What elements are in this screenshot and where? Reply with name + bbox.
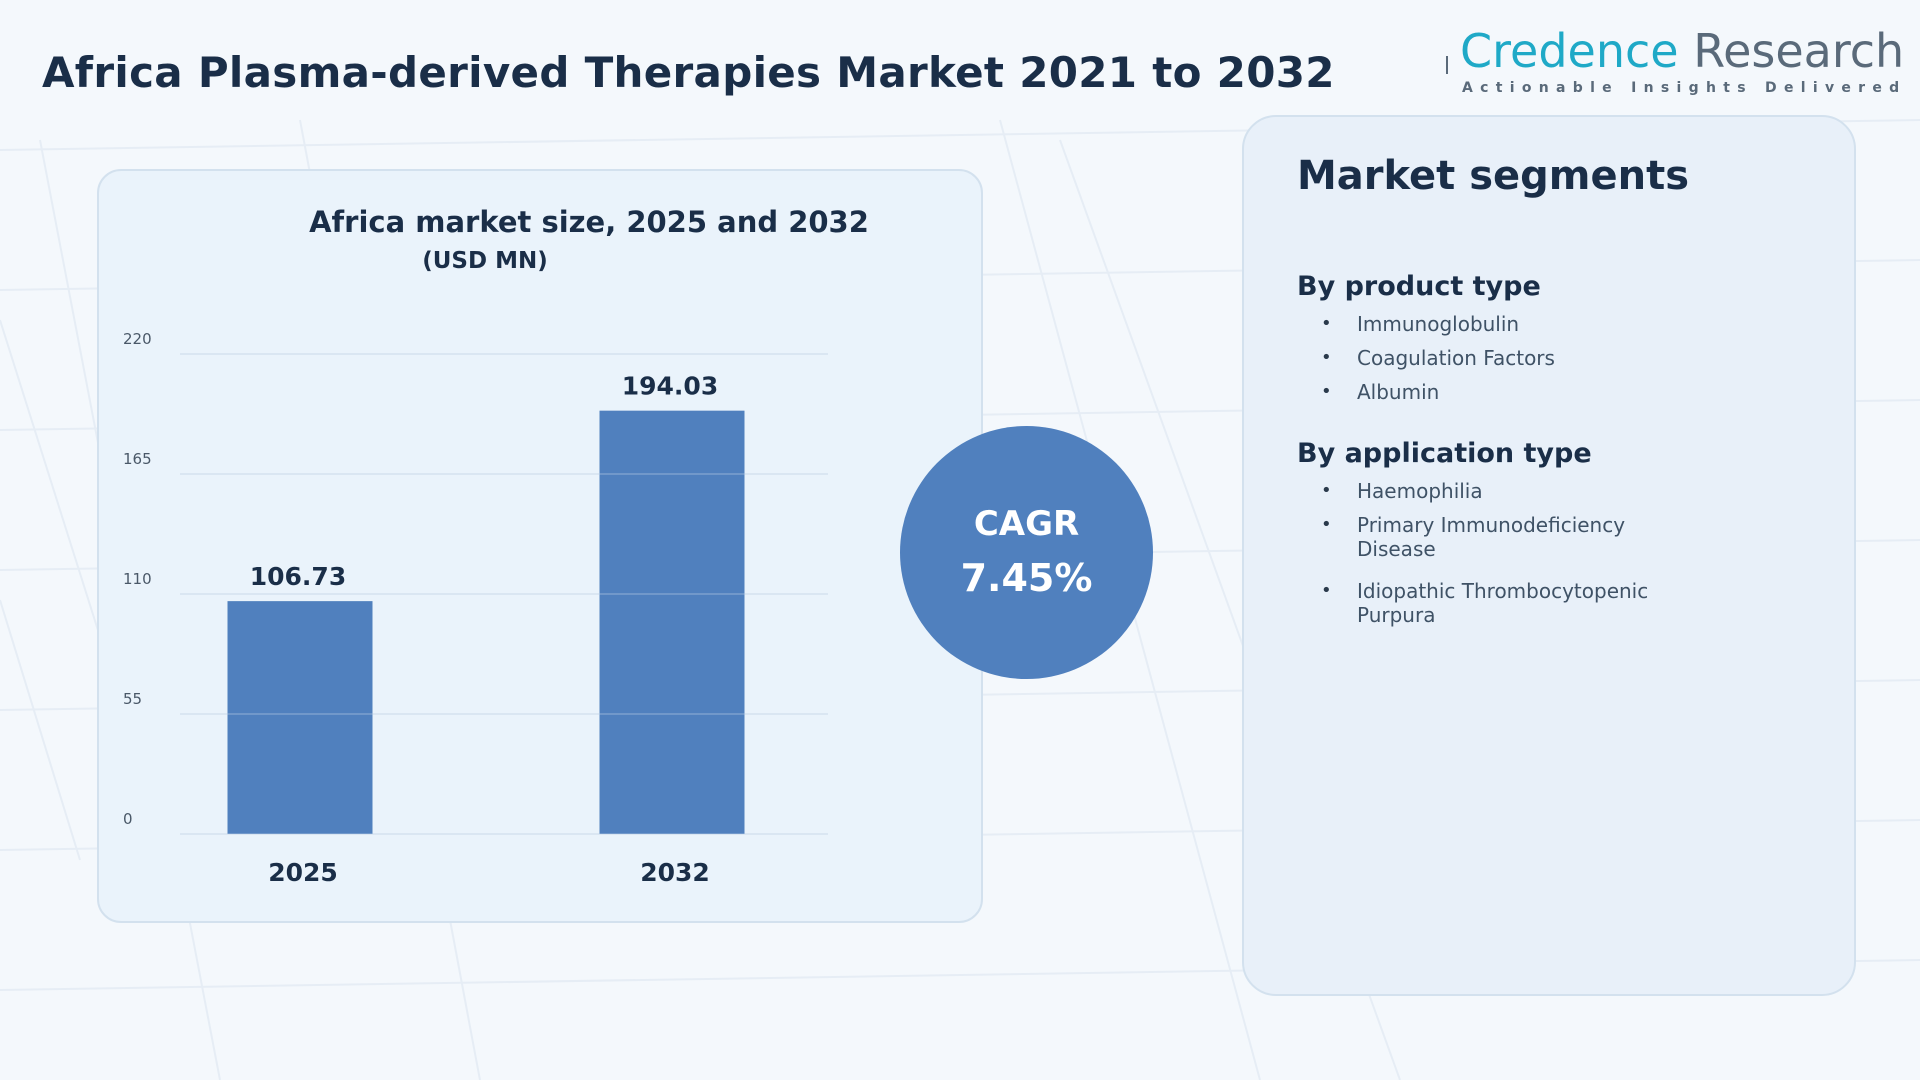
segment-list: • Immunoglobulin • Coagulation Factors • Al… <box>1297 312 1817 404</box>
bar-layer <box>227 410 745 834</box>
segment-item: • Coagulation Factors <box>1297 346 1817 370</box>
segment-group-application-type: By application type • Haemophilia • Primar… <box>1297 438 1817 645</box>
segment-item: • Primary Immunodeficiency Disease <box>1297 513 1697 561</box>
chart-title: Africa market size, 2025 and 2032 <box>309 205 869 239</box>
bullet-icon: • <box>1321 313 1332 334</box>
label-layer: 0 55 110 165 220 106.73 2025 194.03 2032 <box>123 330 718 887</box>
y-tick-label: 110 <box>123 570 152 588</box>
grid-overlay-layer <box>180 353 828 835</box>
segment-item-label: Idiopathic Thrombocytopenic Purpura <box>1357 579 1649 627</box>
data-label: 194.03 <box>622 372 718 401</box>
y-tick-label: 55 <box>123 690 142 708</box>
bar-2032 <box>599 410 745 834</box>
bullet-icon: • <box>1321 381 1332 402</box>
segment-item-label: Haemophilia <box>1357 479 1483 503</box>
segment-item-label: Immunoglobulin <box>1357 312 1520 336</box>
logo-name-part2: Research <box>1693 24 1905 78</box>
x-tick-label: 2032 <box>640 858 710 887</box>
bar-chart: Africa market size, 2025 and 2032 (USD M… <box>123 205 869 887</box>
segment-list: • Haemophilia • Primary Immunodeficiency D… <box>1297 479 1817 627</box>
segment-item: • Immunoglobulin <box>1297 312 1817 336</box>
bar-2025 <box>227 601 373 834</box>
bullet-icon: • <box>1321 580 1332 601</box>
y-tick-label: 0 <box>123 810 133 828</box>
segment-item-label: Albumin <box>1357 380 1440 404</box>
chart-subtitle: (USD MN) <box>422 248 548 274</box>
credence-research-logo: Credence Research Actionable Insights De… <box>1446 24 1904 104</box>
segment-item: • Idiopathic Thrombocytopenic Purpura <box>1297 579 1697 627</box>
logo-divider <box>1446 56 1448 74</box>
x-tick-label: 2025 <box>268 858 338 887</box>
market-segments-card: Market segments By product type • Immunog… <box>1242 115 1856 996</box>
y-tick-label: 220 <box>123 330 152 348</box>
logo-tagline: Actionable Insights Delivered <box>1462 80 1907 96</box>
bullet-icon: • <box>1321 347 1332 368</box>
cagr-label: CAGR <box>973 504 1080 544</box>
bullet-icon: • <box>1321 514 1332 535</box>
logo-wordmark: Credence Research <box>1460 24 1904 78</box>
cagr-value: 7.45% <box>960 556 1093 600</box>
segment-group-product-type: By product type • Immunoglobulin • Coagula… <box>1297 271 1817 414</box>
segment-item: • Haemophilia <box>1297 479 1817 503</box>
logo-name-part1: Credence <box>1460 24 1679 78</box>
segments-title: Market segments <box>1297 153 1690 199</box>
y-tick-label: 165 <box>123 450 152 468</box>
cagr-badge: CAGR 7.45% <box>900 426 1153 679</box>
segment-item: • Albumin <box>1297 380 1817 404</box>
segment-heading: By product type <box>1297 271 1541 302</box>
segment-heading: By application type <box>1297 438 1592 469</box>
page-title: Africa Plasma-derived Therapies Market 2… <box>42 48 1335 97</box>
data-label: 106.73 <box>250 562 346 591</box>
segment-item-label: Coagulation Factors <box>1357 346 1555 370</box>
bullet-icon: • <box>1321 480 1332 501</box>
segment-item-label: Primary Immunodeficiency Disease <box>1357 513 1626 561</box>
